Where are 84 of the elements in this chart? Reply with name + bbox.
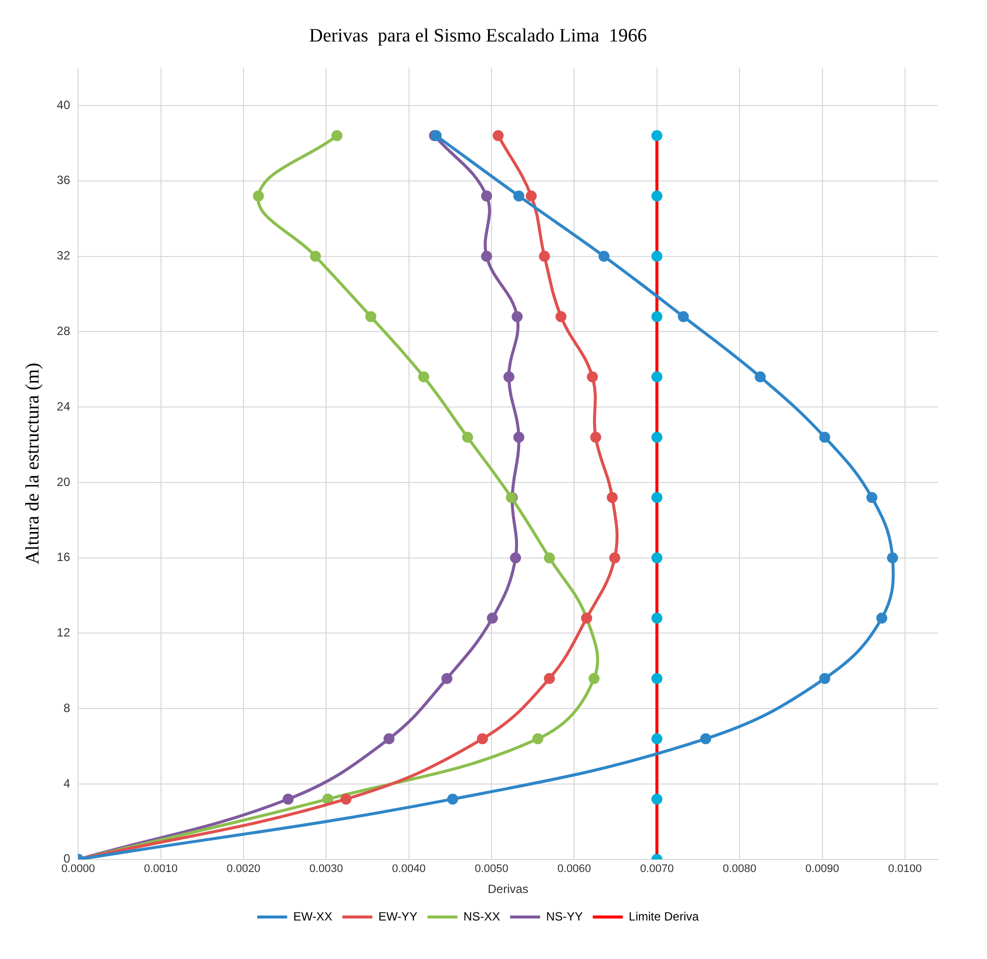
point <box>887 552 898 564</box>
legend-label: EW-XX <box>293 909 332 924</box>
point <box>513 190 524 202</box>
point <box>678 311 689 322</box>
point <box>651 612 662 624</box>
point <box>526 190 537 202</box>
x-tick-label: 0.0020 <box>226 863 260 876</box>
point <box>651 552 662 564</box>
point <box>700 733 712 744</box>
chart-title: Derivas para el Sismo Escalado Lima 1966 <box>309 25 647 46</box>
point <box>651 190 662 202</box>
point <box>586 371 598 382</box>
point <box>866 492 878 504</box>
y-tick-label: 24 <box>56 399 70 414</box>
x-tick-label: 0.0010 <box>144 863 178 876</box>
point <box>590 432 602 443</box>
point <box>609 552 620 564</box>
y-tick-label: 16 <box>56 550 70 564</box>
point <box>555 311 566 322</box>
point <box>651 130 662 142</box>
y-tick-label: 20 <box>56 474 70 489</box>
x-tick-label: 0.0100 <box>888 863 922 876</box>
point <box>876 612 888 624</box>
point <box>462 432 474 443</box>
point <box>310 250 321 262</box>
y-tick-label: 36 <box>56 173 70 188</box>
point <box>340 794 352 805</box>
point <box>819 432 830 443</box>
point <box>492 130 504 142</box>
legend-label: Limite Deriva <box>628 909 700 924</box>
y-tick-label: 12 <box>56 626 70 640</box>
y-tick-label: 32 <box>56 248 70 263</box>
legend-label: EW-YY <box>378 909 418 924</box>
y-tick-label: 40 <box>56 98 70 112</box>
point <box>441 672 452 684</box>
point <box>503 371 514 382</box>
x-tick-label: 0.0000 <box>61 863 95 876</box>
x-tick-label: 0.0050 <box>474 863 508 876</box>
point <box>754 371 766 382</box>
point <box>819 672 830 684</box>
point <box>252 190 264 202</box>
y-tick-label: 8 <box>63 700 70 715</box>
x-tick-label: 0.0080 <box>722 863 756 876</box>
point <box>651 672 662 684</box>
point <box>544 672 555 684</box>
point <box>481 190 492 202</box>
point <box>538 250 550 262</box>
point <box>331 130 342 142</box>
x-axis-title: Derivas <box>488 882 528 896</box>
point <box>486 612 498 624</box>
point <box>365 311 376 322</box>
point <box>447 794 458 805</box>
point <box>651 733 662 744</box>
point <box>322 794 334 805</box>
point <box>606 492 618 504</box>
point <box>544 552 555 564</box>
point <box>651 311 662 322</box>
y-tick-label: 0 <box>63 852 70 866</box>
legend-label: NS-XX <box>463 909 500 924</box>
point <box>384 733 395 744</box>
point <box>512 311 523 322</box>
x-tick-label: 0.0030 <box>309 863 344 876</box>
point <box>588 672 600 684</box>
point <box>651 794 662 805</box>
point <box>651 492 662 504</box>
point <box>651 250 662 262</box>
legend-label: NS-YY <box>546 909 583 924</box>
point <box>510 552 522 564</box>
y-tick-label: 4 <box>63 776 70 790</box>
x-tick-label: 0.0040 <box>392 863 426 876</box>
y-tick-label: 28 <box>56 324 70 338</box>
point <box>481 250 492 262</box>
x-tick-label: 0.0070 <box>640 863 674 876</box>
point <box>598 250 610 262</box>
point <box>532 733 544 744</box>
y-axis-title: Altura de la estructura (m) <box>22 362 44 564</box>
point <box>476 733 488 744</box>
x-tick-label: 0.0090 <box>805 863 840 876</box>
point <box>282 794 294 805</box>
x-tick-label: 0.0060 <box>557 863 592 876</box>
point <box>418 371 430 382</box>
point <box>513 432 524 443</box>
point <box>651 371 662 382</box>
point <box>651 432 662 443</box>
